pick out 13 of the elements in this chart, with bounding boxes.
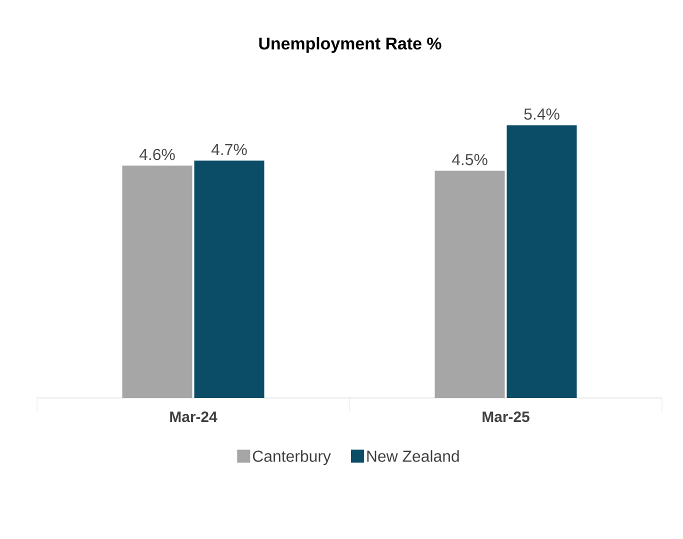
bar <box>122 166 192 398</box>
x-tick-label: Mar-24 <box>170 412 218 422</box>
data-label: 5.4% <box>524 108 560 120</box>
chart-title: Unemployment Rate % <box>259 37 442 53</box>
data-label: 4.6% <box>139 148 175 160</box>
bar <box>194 160 264 398</box>
data-label: 4.5% <box>452 154 488 166</box>
bar <box>506 125 577 398</box>
x-tick-label: Mar-25 <box>482 412 530 422</box>
legend-label: Canterbury <box>252 450 331 466</box>
bar <box>434 170 505 398</box>
data-label: 4.7% <box>211 144 247 156</box>
legend-label: New Zealand <box>367 450 459 462</box>
